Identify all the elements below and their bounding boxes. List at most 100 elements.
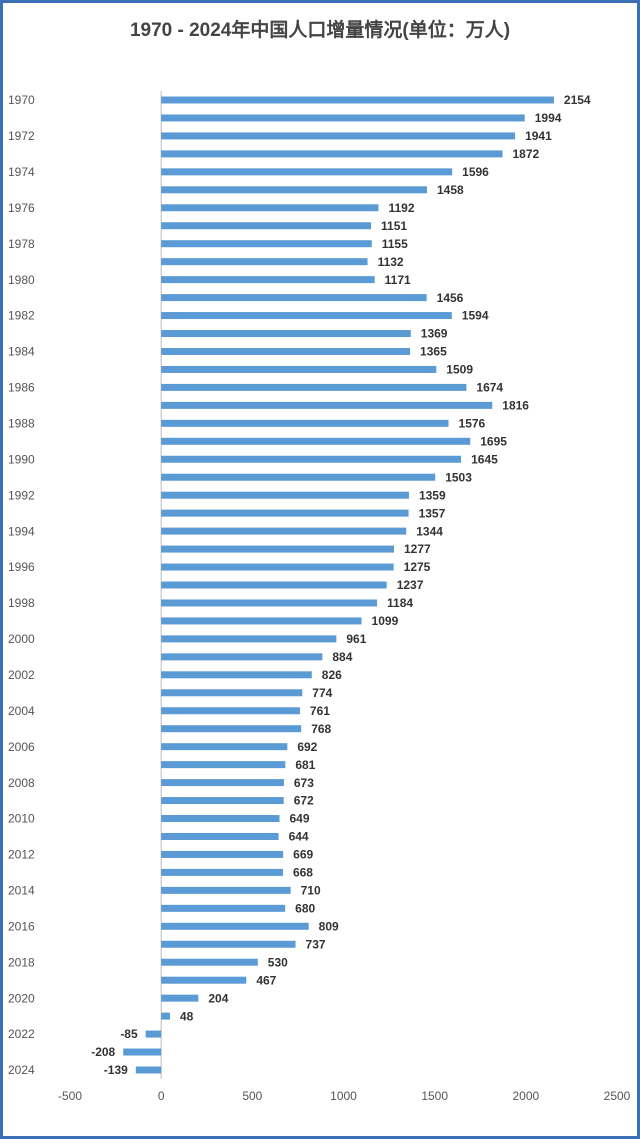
bar xyxy=(161,815,280,823)
bar xyxy=(161,240,372,248)
bar xyxy=(161,150,503,158)
bar xyxy=(161,868,283,876)
value-label: 1503 xyxy=(445,470,472,484)
bar xyxy=(161,419,449,427)
bar xyxy=(161,365,437,373)
y-tick-label: 2002 xyxy=(8,668,35,682)
bar xyxy=(161,886,291,894)
y-tick-label: 1984 xyxy=(8,345,35,359)
x-tick-label: 500 xyxy=(242,1089,262,1103)
y-tick-label: 2024 xyxy=(8,1063,35,1077)
value-label: 1132 xyxy=(378,255,404,269)
bar xyxy=(161,707,300,715)
y-tick-label: 2004 xyxy=(8,704,35,718)
x-tick-label: -500 xyxy=(58,1089,82,1103)
value-label: 48 xyxy=(180,1009,194,1023)
value-label: 1099 xyxy=(372,614,399,628)
value-label: 1277 xyxy=(404,542,431,556)
y-tick-label: 2022 xyxy=(8,1027,35,1041)
bar xyxy=(161,437,471,445)
value-label: 530 xyxy=(268,955,288,969)
value-label: 1872 xyxy=(512,147,539,161)
bar xyxy=(161,779,284,787)
bar xyxy=(161,743,288,751)
y-tick-label: 2014 xyxy=(8,884,35,898)
value-label: 669 xyxy=(293,848,313,862)
value-label: 710 xyxy=(301,884,321,898)
bar xyxy=(161,276,375,284)
value-label: 1357 xyxy=(419,506,446,520)
bar xyxy=(161,509,409,517)
value-label: 2154 xyxy=(564,93,591,107)
bar xyxy=(161,797,284,805)
bar xyxy=(161,671,312,679)
value-label: 1695 xyxy=(480,434,507,448)
y-tick-label: 1986 xyxy=(8,381,35,395)
bar xyxy=(161,455,462,463)
value-label: 1171 xyxy=(385,273,411,287)
value-label: 1816 xyxy=(502,399,529,413)
value-label: 1456 xyxy=(437,291,464,305)
y-tick-label: 2012 xyxy=(8,848,35,862)
value-label: 1645 xyxy=(471,452,498,466)
y-tick-label: 2016 xyxy=(8,919,35,933)
value-label: 768 xyxy=(311,722,331,736)
bar xyxy=(161,689,303,697)
bar xyxy=(161,976,247,984)
y-tick-label: 1972 xyxy=(8,129,35,143)
y-tick-label: 1978 xyxy=(8,237,35,251)
bar xyxy=(161,330,411,338)
value-label: 672 xyxy=(294,794,314,808)
bar xyxy=(161,545,395,553)
y-tick-label: 1974 xyxy=(8,165,35,179)
bar xyxy=(135,1066,162,1074)
bar xyxy=(161,312,452,320)
bar xyxy=(161,258,368,266)
value-label: 467 xyxy=(256,973,276,987)
chart-title: 1970 - 2024年中国人口增量情况(单位：万人) xyxy=(130,18,510,41)
bar xyxy=(161,850,284,858)
y-tick-label: 2010 xyxy=(8,812,35,826)
value-label: 1237 xyxy=(397,578,424,592)
value-label: 668 xyxy=(293,866,313,880)
value-label: 1344 xyxy=(416,524,443,538)
value-label: 673 xyxy=(294,776,314,790)
bar xyxy=(161,994,199,1002)
value-label: 1576 xyxy=(459,417,486,431)
y-tick-label: 1980 xyxy=(8,273,35,287)
value-label: 204 xyxy=(208,991,228,1005)
bar xyxy=(161,186,428,194)
value-label: 1155 xyxy=(382,237,408,251)
value-label: 1359 xyxy=(419,488,446,502)
value-label: 737 xyxy=(306,937,326,951)
bar xyxy=(161,294,427,302)
bar xyxy=(161,653,323,661)
bar xyxy=(161,222,372,230)
value-label: 774 xyxy=(312,686,332,700)
value-label: 1184 xyxy=(387,596,413,610)
bar xyxy=(161,473,436,481)
x-tick-label: 2500 xyxy=(604,1089,631,1103)
y-tick-label: 1990 xyxy=(8,452,35,466)
value-label: 809 xyxy=(319,919,339,933)
bar xyxy=(161,958,258,966)
x-tick-label: 1500 xyxy=(421,1089,448,1103)
value-label: 884 xyxy=(332,650,352,664)
value-label: 692 xyxy=(297,740,317,754)
bar xyxy=(161,383,467,391)
bar xyxy=(161,563,394,571)
y-tick-label: 1998 xyxy=(8,596,35,610)
value-label: 826 xyxy=(322,668,342,682)
bar xyxy=(161,599,378,607)
bar xyxy=(161,725,302,733)
value-label: 1674 xyxy=(476,381,503,395)
value-label: 680 xyxy=(295,902,315,916)
value-label: 1275 xyxy=(404,560,431,574)
bar xyxy=(161,922,309,930)
value-label: 1458 xyxy=(437,183,464,197)
x-tick-label: 0 xyxy=(158,1089,165,1103)
bar xyxy=(161,940,296,948)
y-tick-label: 2000 xyxy=(8,632,35,646)
value-label: 1151 xyxy=(381,219,407,233)
